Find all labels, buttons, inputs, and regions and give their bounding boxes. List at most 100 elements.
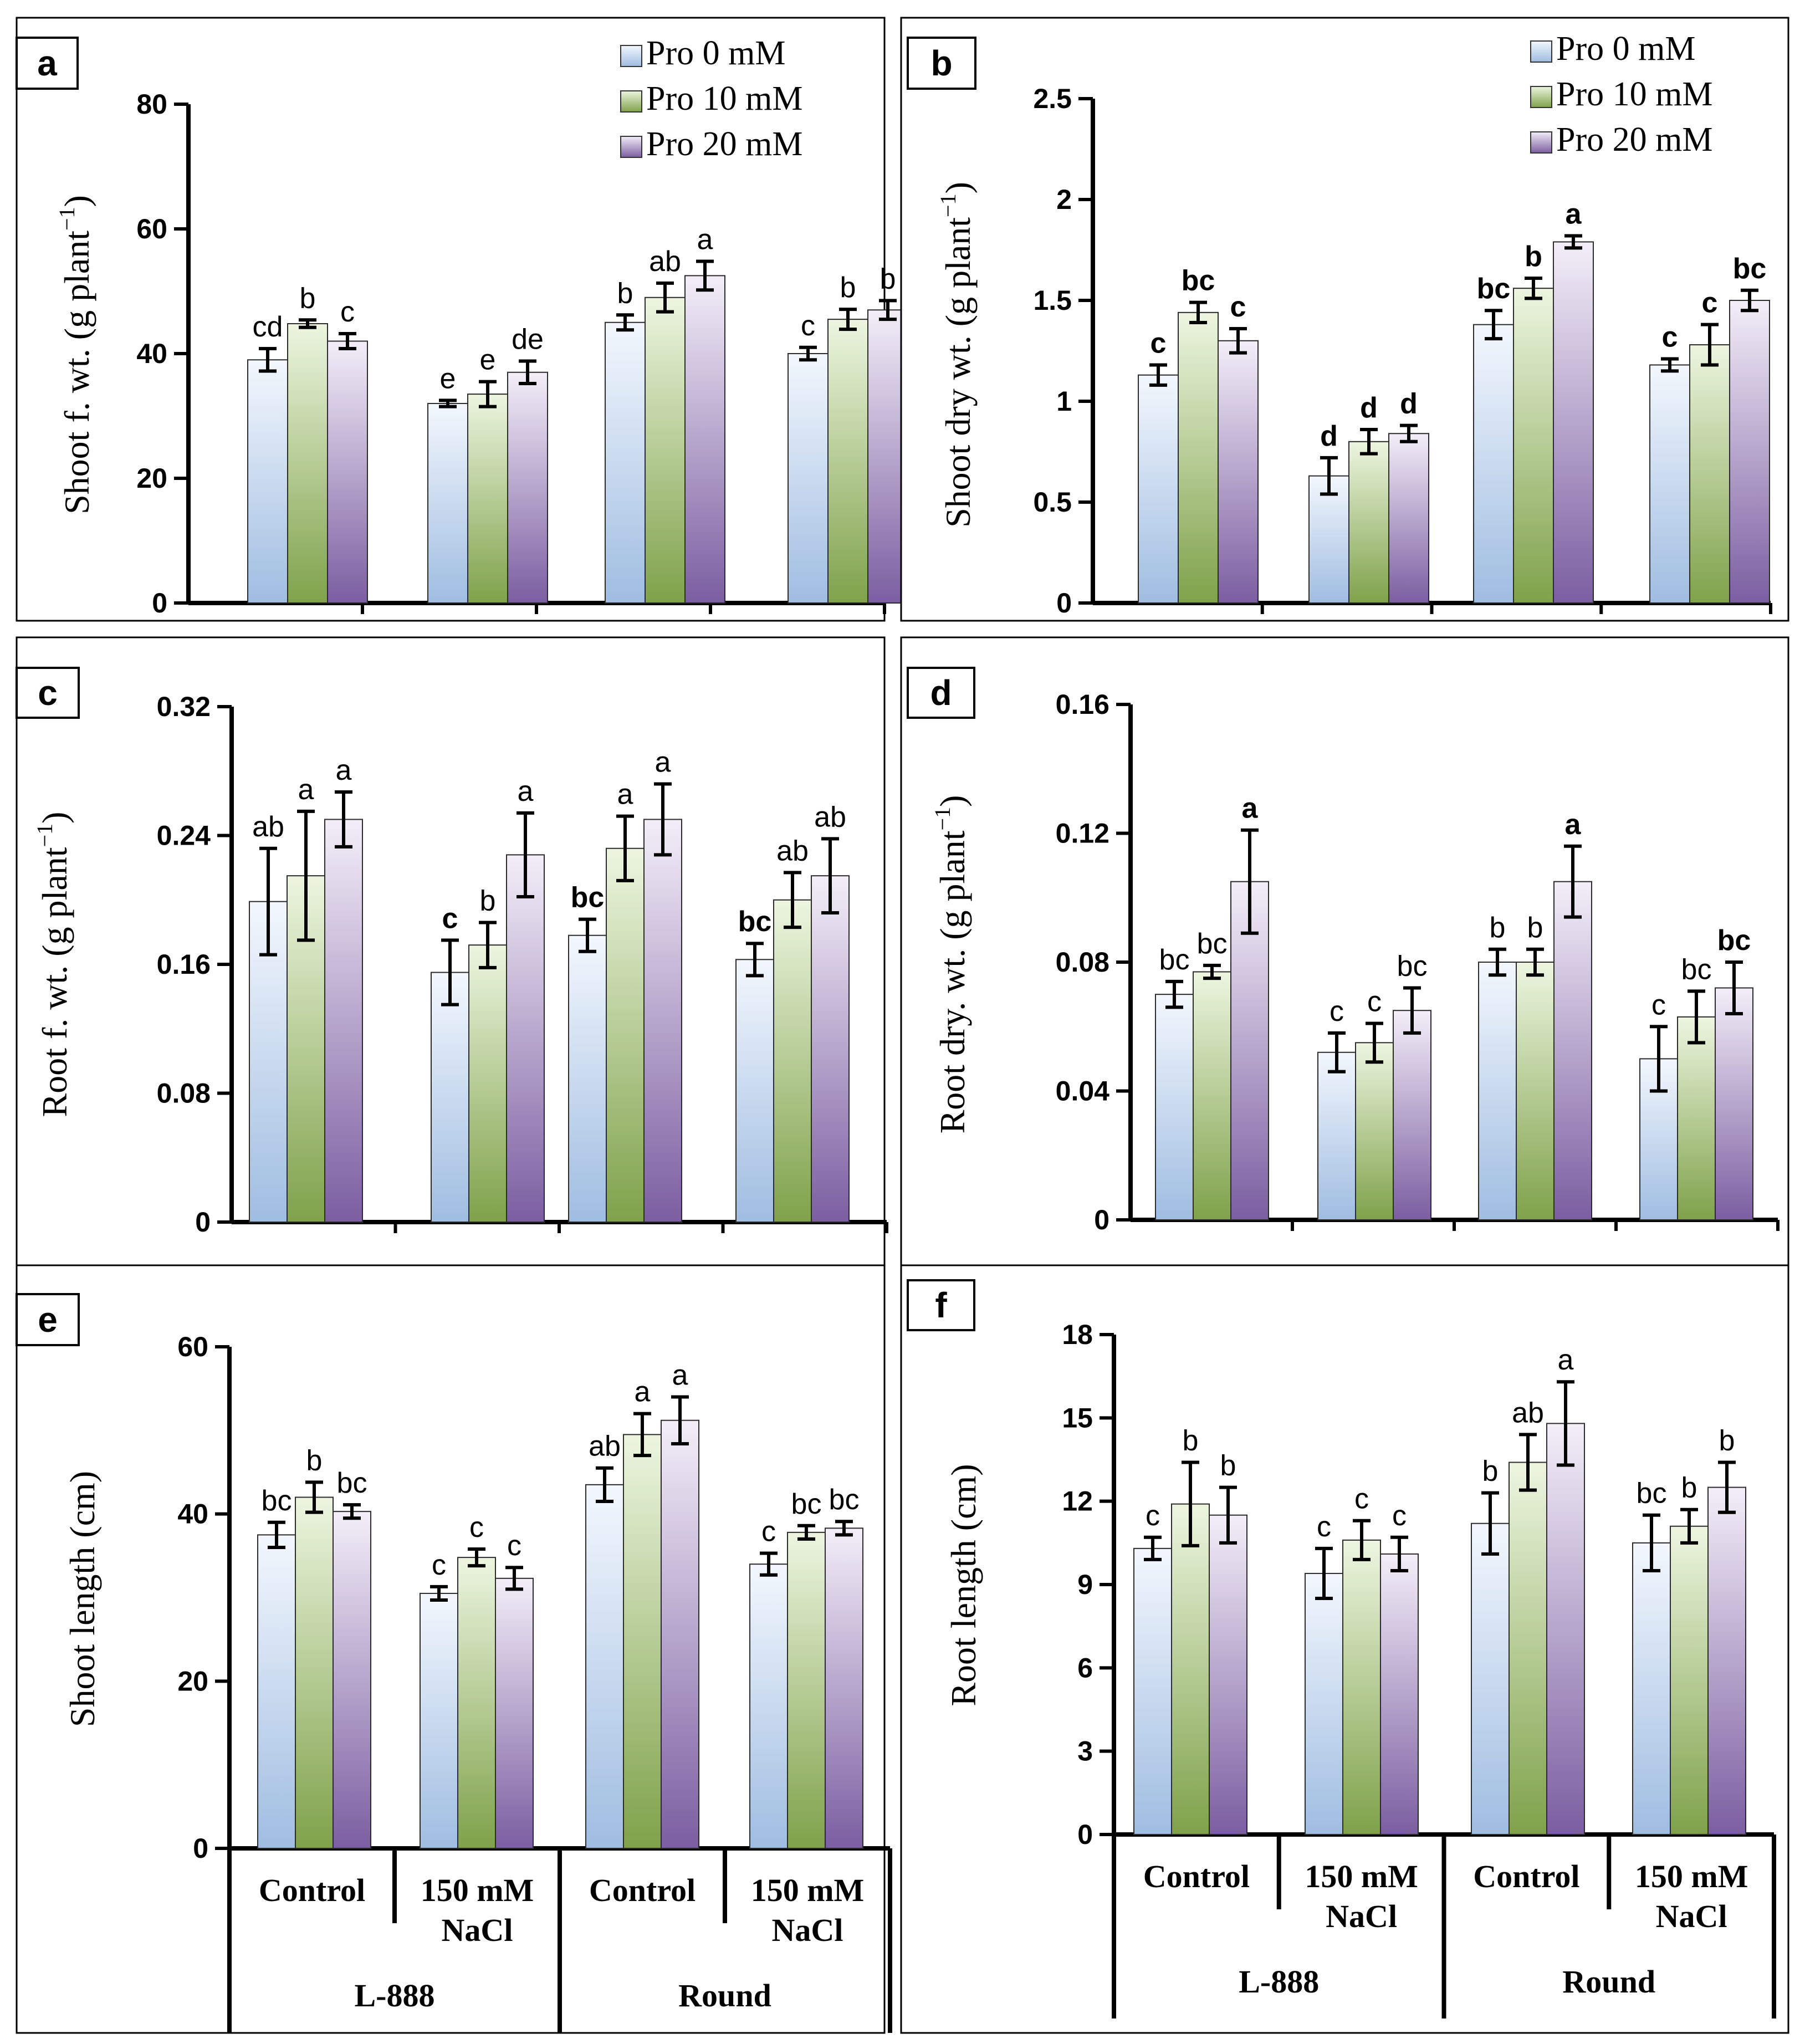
panel-tag-box <box>16 37 79 90</box>
y-axis-label-close: ) <box>35 812 74 824</box>
bar <box>1133 1547 1172 1835</box>
bar <box>787 1531 826 1849</box>
bar <box>827 319 868 604</box>
treatment-label: 150 mM <box>1305 1858 1418 1894</box>
bar <box>1715 987 1753 1220</box>
significance-letter: d <box>1320 420 1338 452</box>
bar <box>661 1419 699 1849</box>
bar <box>1342 1539 1381 1836</box>
bar <box>684 275 725 604</box>
significance-letter: a <box>336 754 352 786</box>
significance-letter: b <box>1525 241 1542 273</box>
cultivar-label: L-888 <box>355 1977 435 2014</box>
y-tick-label: 0.08 <box>1056 947 1109 978</box>
bar <box>1209 1514 1247 1835</box>
treatment-label: 150 mM <box>421 1872 534 1908</box>
y-tick-label: 6 <box>1077 1652 1093 1683</box>
bar <box>643 819 682 1223</box>
bar <box>1546 1423 1585 1835</box>
y-tick-label: 20 <box>177 1665 208 1696</box>
y-tick-label: 3 <box>1077 1736 1093 1767</box>
significance-letter: c <box>442 902 458 934</box>
bar <box>467 394 508 604</box>
significance-letter: c <box>1151 327 1167 359</box>
legend-swatch <box>620 136 642 158</box>
y-axis-label-main: Shoot dry wt. (g plant <box>938 217 978 528</box>
bar <box>1317 1051 1356 1220</box>
bar <box>1178 311 1219 604</box>
y-tick-label: 0.5 <box>1033 487 1072 518</box>
treatment-label-line2: NaCl <box>442 1912 513 1948</box>
significance-letter: a <box>655 747 671 779</box>
y-axis-label-main: Root dry. wt. (g plant <box>933 830 972 1133</box>
bar <box>1649 364 1690 604</box>
bar <box>431 972 469 1223</box>
bar <box>568 934 607 1223</box>
bar <box>324 819 363 1223</box>
bar <box>247 359 288 604</box>
significance-letter: c <box>1662 321 1678 354</box>
treatment-label: Control <box>1473 1858 1579 1894</box>
significance-letter: b <box>1527 912 1543 944</box>
legend-swatch <box>1530 86 1552 108</box>
panel-label: a <box>37 43 57 83</box>
significance-letter: bc <box>1477 273 1511 305</box>
legend-swatch <box>1530 131 1552 154</box>
y-tick-label: 0 <box>193 1833 208 1864</box>
significance-letter: ab <box>589 1430 621 1463</box>
bar <box>1355 1042 1394 1220</box>
y-tick-label: 0 <box>152 587 167 619</box>
panel-label: f <box>935 1285 947 1325</box>
bar <box>1155 994 1194 1220</box>
y-axis-label-sup: −1 <box>54 207 79 231</box>
significance-letter: bc <box>1182 265 1215 297</box>
significance-letter: ab <box>649 246 681 278</box>
y-tick-label: 0 <box>1077 1819 1093 1850</box>
y-axis-label-close: ) <box>938 182 978 193</box>
significance-letter: ab <box>1512 1397 1544 1429</box>
y-tick-label: 12 <box>1062 1486 1093 1517</box>
cultivar-label: L-888 <box>1239 1964 1319 2000</box>
significance-letter: c <box>761 1516 776 1548</box>
significance-letter: bc <box>829 1484 860 1516</box>
significance-letter: c <box>1651 989 1666 1021</box>
bar <box>1393 1010 1431 1220</box>
panel-c: c 0 0.08 0.16 0.24 0.32 Root f. wt. (g plant−1… <box>16 636 888 1266</box>
significance-letter: e <box>440 362 456 395</box>
y-tick-label: 1.5 <box>1033 285 1072 316</box>
panel-b: b 0 0.5 1 1.5 2 2.5 Shoot dry wt. (g plant−1) c d… <box>900 17 1789 622</box>
bar <box>495 1577 534 1849</box>
treatment-label: 150 mM <box>751 1872 865 1908</box>
panel-tag-box <box>16 667 80 719</box>
significance-letter: b <box>300 282 316 314</box>
bar <box>1677 1016 1716 1220</box>
y-axis-label: Root f. wt. (g plant−1) <box>32 812 74 1117</box>
panel-tag-box <box>907 667 975 719</box>
bar <box>773 899 812 1223</box>
panel-d: d 0 0.04 0.08 0.12 0.16 Root dry. wt. (g plant… <box>900 636 1789 1266</box>
bar <box>1729 300 1770 604</box>
y-tick-label: 40 <box>136 338 167 369</box>
significance-letter: b <box>617 277 633 309</box>
y-tick-label: 20 <box>136 463 167 494</box>
y-axis-label-main: Root length (cm) <box>944 1464 983 1706</box>
significance-letter: a <box>1558 1344 1574 1376</box>
bar <box>1670 1525 1709 1835</box>
significance-letter: b <box>1490 912 1506 944</box>
bar <box>585 1484 624 1849</box>
significance-letter: bc <box>1397 951 1428 983</box>
bar <box>1138 374 1179 604</box>
significance-letter: b <box>480 885 496 917</box>
legend-swatch <box>620 90 642 113</box>
y-tick-label: 0 <box>195 1207 211 1238</box>
bar <box>1707 1486 1746 1835</box>
y-axis-label-main: Shoot f. wt. (g plant <box>57 231 96 514</box>
panel-tag-box <box>907 37 976 90</box>
treatment-label: Control <box>259 1872 365 1908</box>
y-tick-label: 2 <box>1056 184 1072 215</box>
significance-letter: a <box>635 1376 651 1408</box>
significance-letter: c <box>469 1511 484 1544</box>
treatment-label-line2: NaCl <box>1656 1898 1727 1934</box>
